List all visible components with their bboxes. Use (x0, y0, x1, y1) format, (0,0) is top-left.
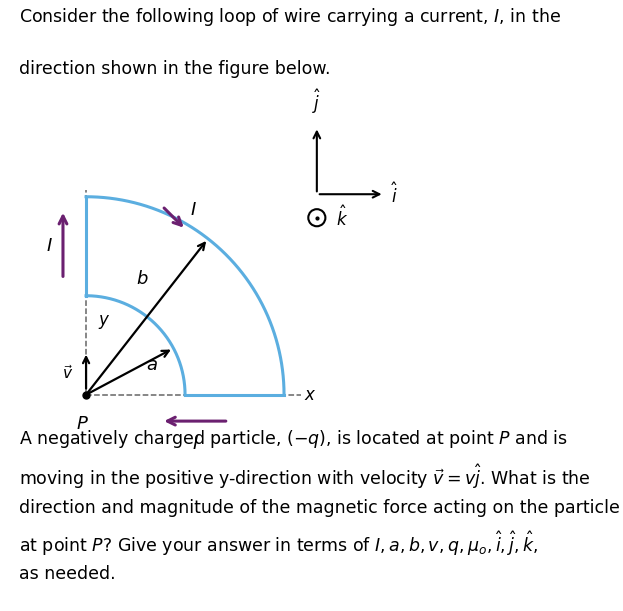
Text: $I$: $I$ (191, 435, 198, 453)
Text: $\hat{j}$: $\hat{j}$ (312, 87, 321, 116)
Text: Consider the following loop of wire carrying a current, $I$, in the: Consider the following loop of wire carr… (19, 6, 561, 28)
Text: direction shown in the figure below.: direction shown in the figure below. (19, 60, 330, 78)
Text: $I$: $I$ (46, 237, 53, 255)
Text: A negatively charged particle, $(-q)$, is located at point $P$ and is
moving in : A negatively charged particle, $(-q)$, i… (19, 428, 619, 584)
Text: $a$: $a$ (146, 356, 158, 374)
Text: $x$: $x$ (304, 386, 316, 404)
Text: $b$: $b$ (136, 270, 148, 288)
Text: $\hat{i}$: $\hat{i}$ (391, 182, 399, 207)
Text: $\hat{k}$: $\hat{k}$ (336, 205, 348, 230)
Text: $y$: $y$ (98, 313, 110, 331)
Text: $\vec{v}$: $\vec{v}$ (62, 364, 74, 382)
Text: $I$: $I$ (190, 202, 197, 219)
Text: $P$: $P$ (77, 414, 89, 433)
